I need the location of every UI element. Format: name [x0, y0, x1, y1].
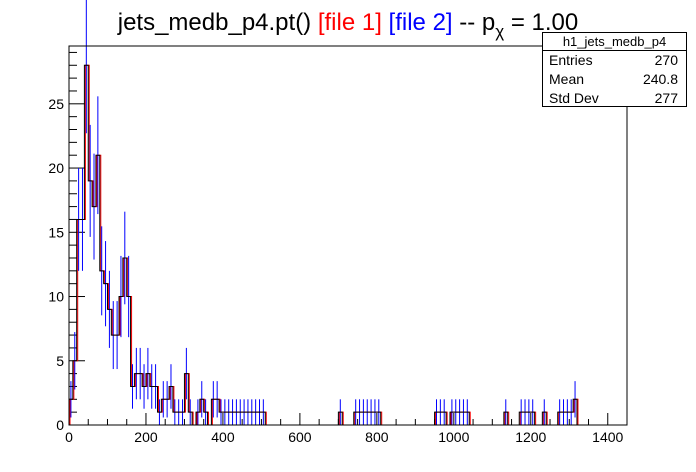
x-tick-label: 800: [365, 429, 389, 445]
x-tick-label: 1000: [438, 429, 469, 445]
stats-label: Std Dev: [549, 90, 599, 106]
stats-row-mean: Mean 240.8: [543, 70, 686, 89]
svg-text:jets_medb_p4.pt() [file 1] [fi: jets_medb_p4.pt() [file 1] [file 2] -- p…: [117, 9, 579, 41]
stats-label: Entries: [549, 52, 593, 68]
title-suffix: = 1.00: [504, 9, 578, 36]
chart-title: jets_medb_p4.pt() [file 1] [file 2] -- p…: [0, 2, 696, 42]
stats-box: h1_jets_medb_p4 Entries 270 Mean 240.8 S…: [542, 32, 687, 107]
y-tick-label: 5: [56, 353, 64, 369]
stats-value: 277: [654, 90, 678, 106]
y-tick-label: 25: [48, 96, 64, 112]
x-tick-label: 1200: [515, 429, 546, 445]
y-tick-label: 0: [56, 417, 64, 433]
y-tick-label: 10: [48, 289, 64, 305]
stats-value: 270: [654, 52, 678, 68]
plot-frame-top: [68, 45, 628, 426]
series-file1-histogram: [69, 64, 582, 426]
series-file2-histogram: [68, 64, 581, 426]
x-tick-label: 1400: [592, 429, 623, 445]
title-sub: χ: [495, 22, 504, 41]
title-file1: [file 1]: [318, 9, 382, 36]
x-tick-label: 0: [65, 429, 73, 445]
stats-row-entries: Entries 270: [543, 51, 686, 70]
x-tick-label: 400: [211, 429, 235, 445]
stats-label: Mean: [549, 71, 585, 87]
y-tick-label: 15: [48, 224, 64, 240]
x-tick-label: 600: [288, 429, 312, 445]
stats-value: 240.8: [642, 71, 678, 87]
title-mid: -- p: [453, 9, 496, 36]
title-file2: [file 2]: [389, 9, 453, 36]
y-tick-label: 20: [48, 160, 64, 176]
stats-row-stddev: Std Dev 277: [543, 89, 686, 108]
stats-histogram-name: h1_jets_medb_p4: [543, 33, 686, 51]
x-tick-label: 200: [134, 429, 158, 445]
title-prefix: jets_medb_p4.pt(): [117, 9, 318, 36]
